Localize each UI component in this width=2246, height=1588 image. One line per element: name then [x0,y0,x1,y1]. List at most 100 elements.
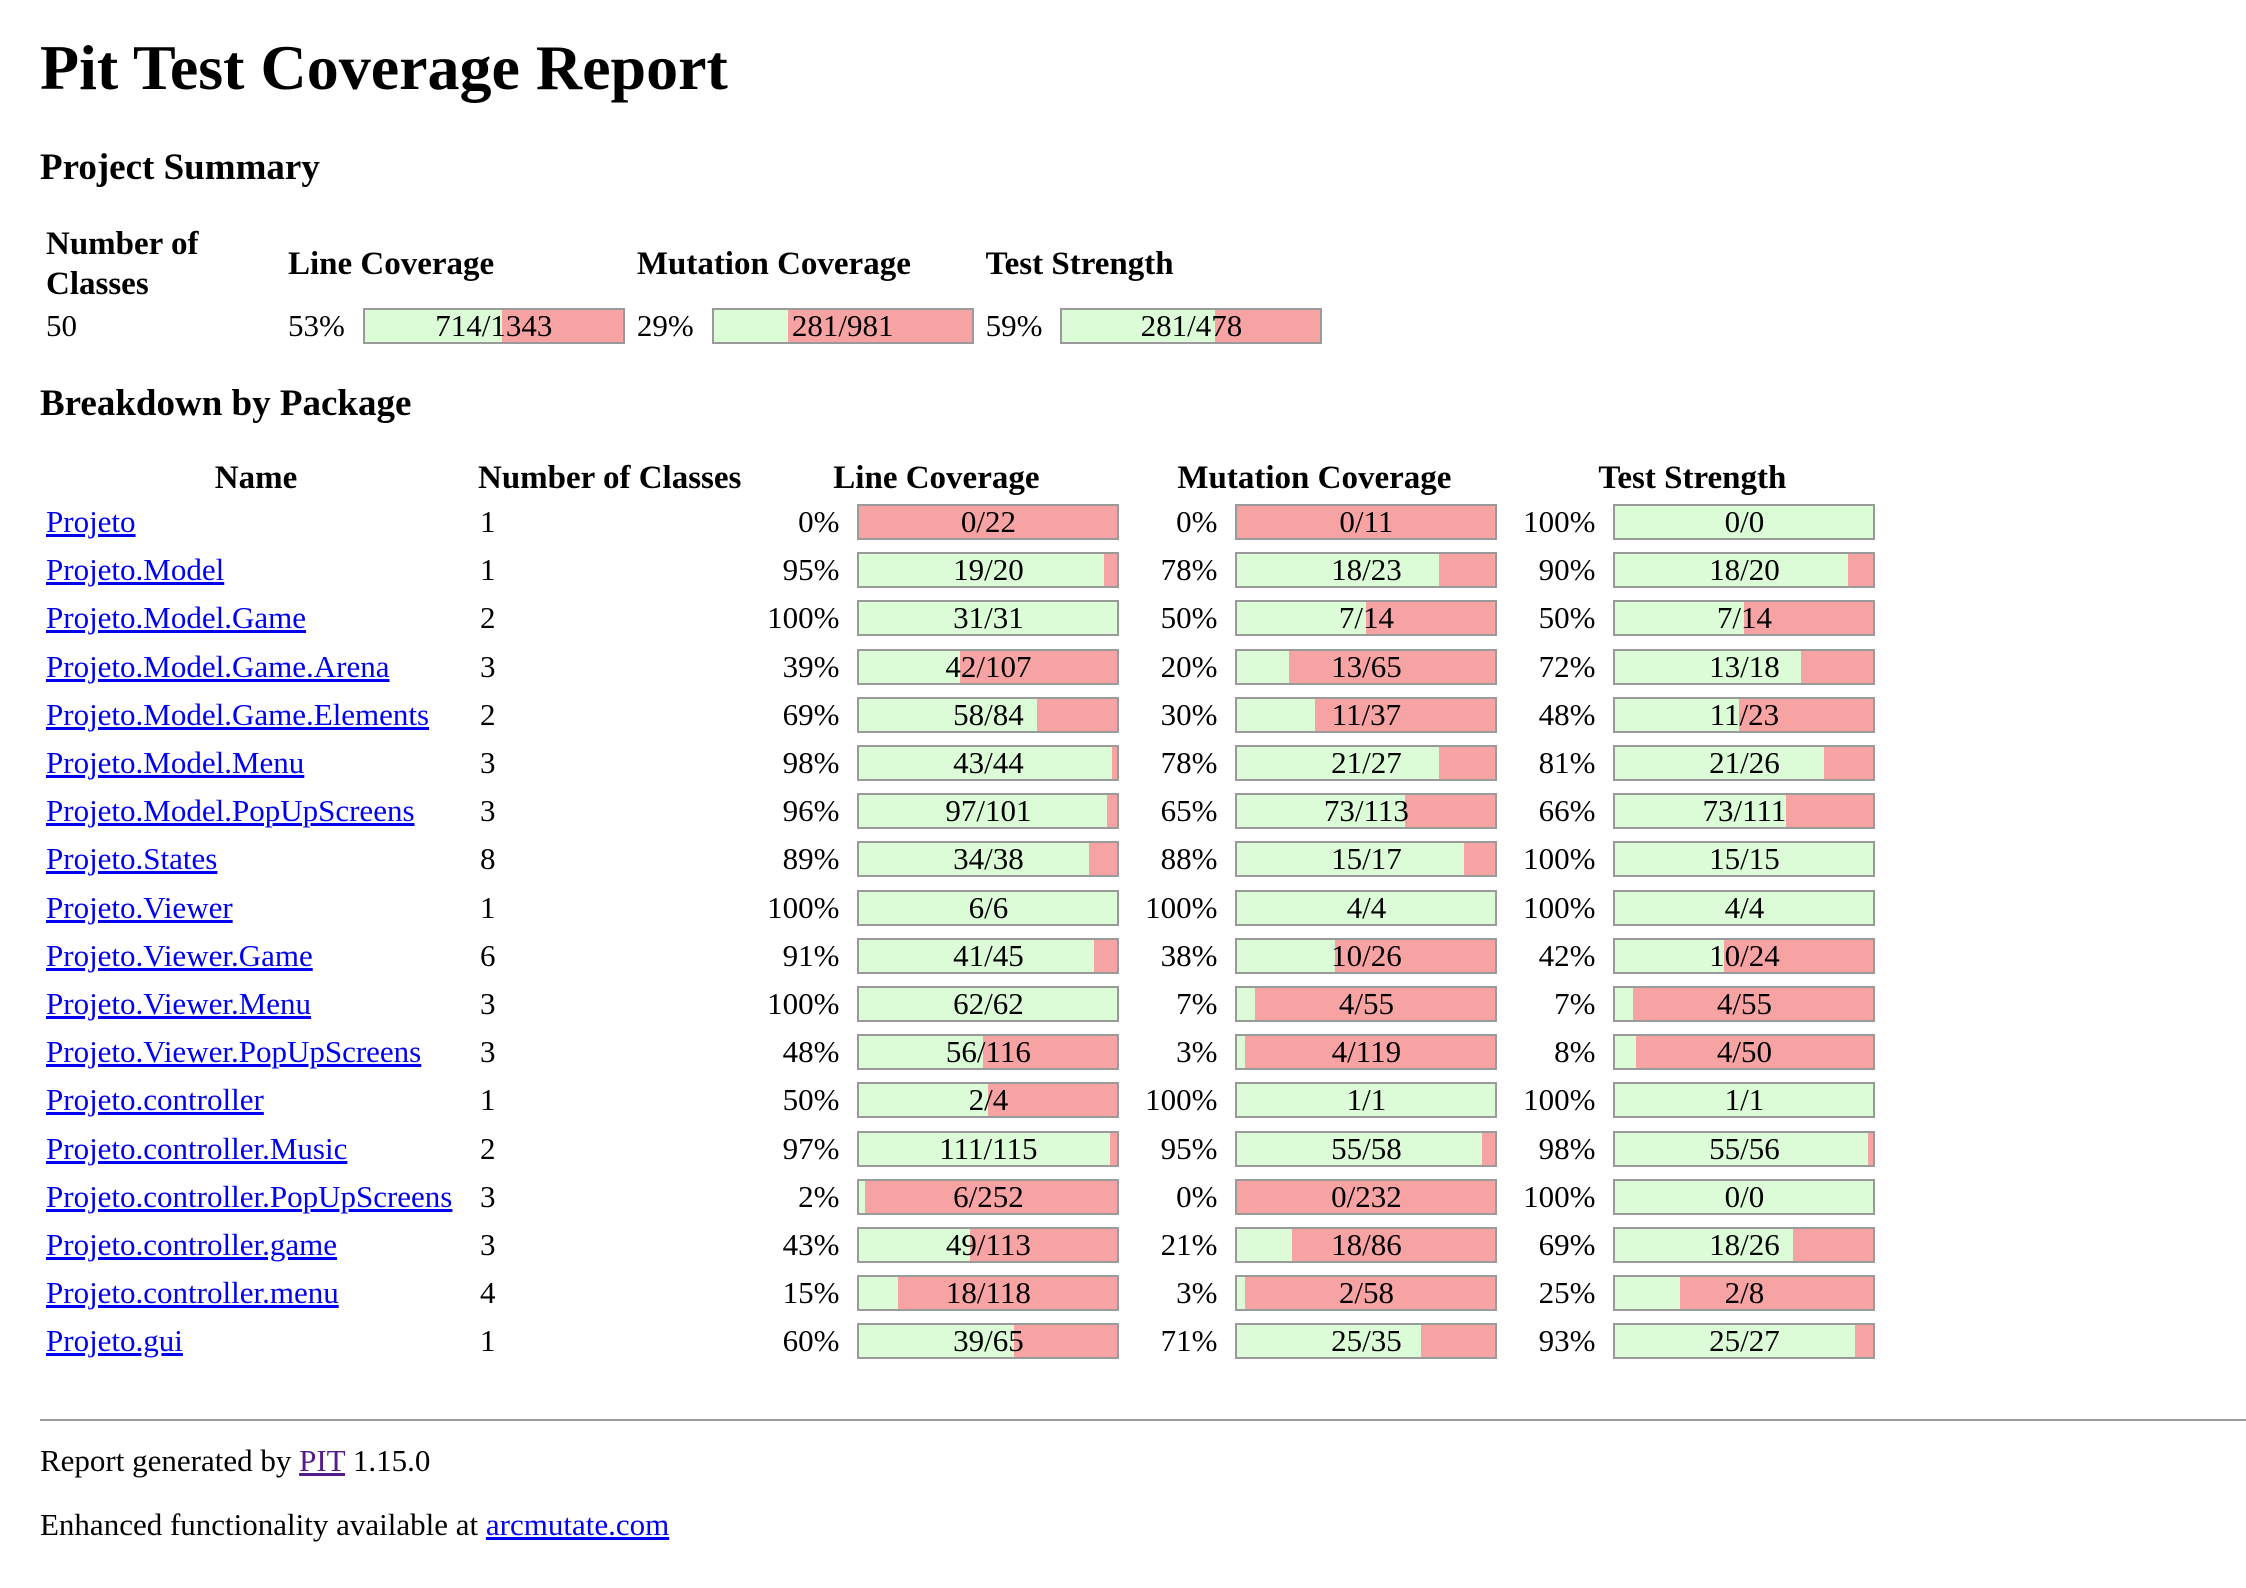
mutation-coverage-bar-text: 0/11 [1339,504,1394,540]
package-link[interactable]: Projeto.Viewer.Game [46,937,313,973]
strength-coverage-cell: 15/15 [1607,835,1881,883]
table-row: Projeto.Model.Menu 3 98% 43/44 78% 21/27 81% 21… [40,739,1881,787]
line-coverage-cell: 19/20 [851,546,1125,594]
package-link[interactable]: Projeto.Model.Menu [46,745,305,781]
line-coverage-bar: 0/22 [857,504,1120,541]
strength-coverage-bar: 0/0 [1613,504,1876,541]
strength-coverage-cell: 2/8 [1607,1269,1881,1317]
table-row: Projeto.Model 1 95% 19/20 78% 18/23 90% 18/20 [40,546,1881,594]
line-coverage-bar: 39/65 [857,1323,1120,1360]
strength-coverage-bar-fill [1615,747,1825,780]
strength-coverage-bar: 1/1 [1613,1082,1876,1119]
line-coverage-bar-fill [859,1036,984,1069]
line-coverage-bar-fill [859,1084,989,1117]
generated-by-prefix: Report generated by [40,1443,292,1479]
package-classes: 8 [480,841,496,877]
mutation-coverage-bar-fill [1237,795,1406,828]
line-coverage-bar: 31/31 [857,600,1120,637]
breakdown-header-classes: Number of Classes [478,460,742,496]
mutation-coverage-cell: 4/55 [1229,980,1503,1028]
mutation-coverage-bar: 4/55 [1235,985,1498,1022]
line-coverage-pct: 100% [767,889,840,925]
package-classes: 4 [480,1275,496,1311]
package-name-cell: Projeto.controller.PopUpScreens [40,1173,472,1221]
summary-header-line: Line Coverage [288,246,495,282]
package-link[interactable]: Projeto.controller [46,1082,264,1118]
package-link[interactable]: Projeto.Viewer.Menu [46,985,312,1021]
package-link[interactable]: Projeto.controller.Music [46,1130,348,1166]
line-coverage-bar-text: 41/45 [953,937,1024,973]
mutation-coverage-cell: 55/58 [1229,1124,1503,1172]
mutation-coverage-bar: 2/58 [1235,1275,1498,1312]
line-coverage-pct: 39% [782,648,840,684]
package-link[interactable]: Projeto.Viewer [46,889,233,925]
mutation-coverage-bar: 21/27 [1235,745,1498,782]
package-name-cell: Projeto.Model.Menu [40,739,472,787]
pit-link[interactable]: PIT [299,1443,346,1479]
strength-coverage-bar-text: 4/4 [1724,889,1765,925]
strength-coverage-pct: 66% [1538,793,1596,829]
package-link[interactable]: Projeto.Viewer.PopUpScreens [46,1034,422,1070]
package-link[interactable]: Projeto.controller.menu [46,1275,339,1311]
strength-coverage-bar: 15/15 [1613,841,1876,878]
package-link[interactable]: Projeto.Model.PopUpScreens [46,793,415,829]
mutation-coverage-pct: 71% [1160,1323,1218,1359]
line-coverage-bar: 111/115 [857,1130,1120,1167]
strength-coverage-cell: 4/50 [1607,1028,1881,1076]
line-coverage-bar-text: 18/118 [945,1275,1031,1311]
strength-coverage-cell: 1/1 [1607,1076,1881,1124]
summary-strength-bar-text: 281/478 [1140,308,1243,343]
arcmutate-link[interactable]: arcmutate.com [485,1507,670,1543]
mutation-coverage-pct: 88% [1160,841,1218,877]
strength-coverage-bar-text: 11/23 [1709,696,1780,732]
package-classes: 3 [480,1178,496,1214]
mutation-coverage-bar: 15/17 [1235,841,1498,878]
mutation-coverage-bar-text: 2/58 [1338,1275,1394,1311]
package-link[interactable]: Projeto.Model.Game.Arena [46,648,390,684]
line-coverage-bar-text: 19/20 [953,552,1024,588]
mutation-coverage-cell: 18/86 [1229,1221,1503,1269]
strength-coverage-cell: 21/26 [1607,739,1881,787]
mutation-coverage-cell: 7/14 [1229,594,1503,642]
mutation-coverage-cell: 0/11 [1229,498,1503,546]
package-link[interactable]: Projeto.gui [46,1323,183,1359]
breakdown-table: Name Number of Classes Line Coverage Mut… [40,458,1881,1365]
strength-coverage-pct: 93% [1538,1323,1596,1359]
package-name-cell: Projeto.Model.Game.Arena [40,643,472,691]
strength-coverage-bar-fill [1615,1036,1637,1069]
line-coverage-bar: 41/45 [857,937,1120,974]
package-link[interactable]: Projeto.controller.game [46,1226,337,1262]
package-classes: 3 [480,1226,496,1262]
mutation-coverage-cell: 4/4 [1229,884,1503,932]
breakdown-header-mutation: Mutation Coverage [1177,460,1452,496]
summary-line-bar: 714/1343 [362,308,625,344]
package-name-cell: Projeto.Model.Game.Elements [40,691,472,739]
line-coverage-cell: 58/84 [851,691,1125,739]
package-classes: 2 [480,696,496,732]
package-link[interactable]: Projeto.Model.Game [46,600,307,636]
strength-coverage-bar-fill [1615,795,1786,828]
line-coverage-cell: 18/118 [851,1269,1125,1317]
line-coverage-pct: 69% [782,696,840,732]
package-name-cell: Projeto.Viewer [40,884,472,932]
table-row: Projeto.Viewer.PopUpScreens 3 48% 56/116 3% 4… [40,1028,1881,1076]
package-link[interactable]: Projeto.States [46,841,218,877]
line-coverage-pct: 48% [782,1034,840,1070]
package-link[interactable]: Projeto [46,504,136,540]
page-title: Pit Test Coverage Report [40,32,728,103]
package-classes: 1 [480,1323,496,1359]
mutation-coverage-bar-fill [1237,554,1439,587]
summary-line-cell: 714/1343 [357,304,631,348]
mutation-coverage-bar-fill [1237,1228,1292,1261]
mutation-coverage-bar-fill [1237,939,1336,972]
strength-coverage-bar-text: 2/8 [1724,1275,1765,1311]
mutation-coverage-cell: 10/26 [1229,932,1503,980]
table-row: Projeto.controller.menu 4 15% 18/118 3% 2/58 2… [40,1269,1881,1317]
package-link[interactable]: Projeto.controller.PopUpScreens [46,1178,453,1214]
mutation-coverage-cell: 4/119 [1229,1028,1503,1076]
strength-coverage-cell: 11/23 [1607,691,1881,739]
package-link[interactable]: Projeto.Model [46,552,225,588]
package-classes: 1 [480,504,496,540]
line-coverage-bar: 6/252 [857,1178,1120,1215]
package-link[interactable]: Projeto.Model.Game.Elements [46,696,430,732]
